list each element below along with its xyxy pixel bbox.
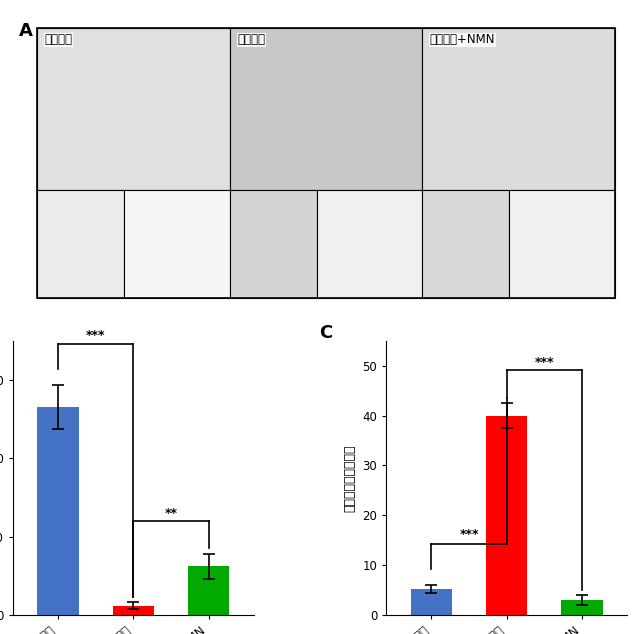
Text: 年轻小鼠: 年轻小鼠 <box>45 34 73 46</box>
Text: 老年小鼠+NMN: 老年小鼠+NMN <box>430 34 495 46</box>
Bar <box>422 28 615 190</box>
Text: ***: *** <box>86 328 106 342</box>
Bar <box>317 190 422 299</box>
Bar <box>124 190 230 299</box>
Y-axis label: 破裂卵泡所占百分比: 破裂卵泡所占百分比 <box>344 444 357 512</box>
Bar <box>230 28 422 190</box>
Text: ***: *** <box>460 528 479 541</box>
Bar <box>37 407 79 615</box>
Bar <box>411 589 452 615</box>
Bar <box>509 190 615 299</box>
Bar <box>188 566 229 615</box>
Text: ***: *** <box>534 356 554 369</box>
Bar <box>113 605 154 615</box>
Bar <box>230 190 317 299</box>
Bar <box>37 190 124 299</box>
Bar <box>561 600 603 615</box>
Bar <box>422 190 509 299</box>
Text: A: A <box>19 22 33 40</box>
Bar <box>37 28 230 190</box>
Text: 老年小鼠: 老年小鼠 <box>237 34 265 46</box>
Text: **: ** <box>164 507 177 520</box>
Text: C: C <box>319 324 332 342</box>
Bar <box>486 415 527 615</box>
